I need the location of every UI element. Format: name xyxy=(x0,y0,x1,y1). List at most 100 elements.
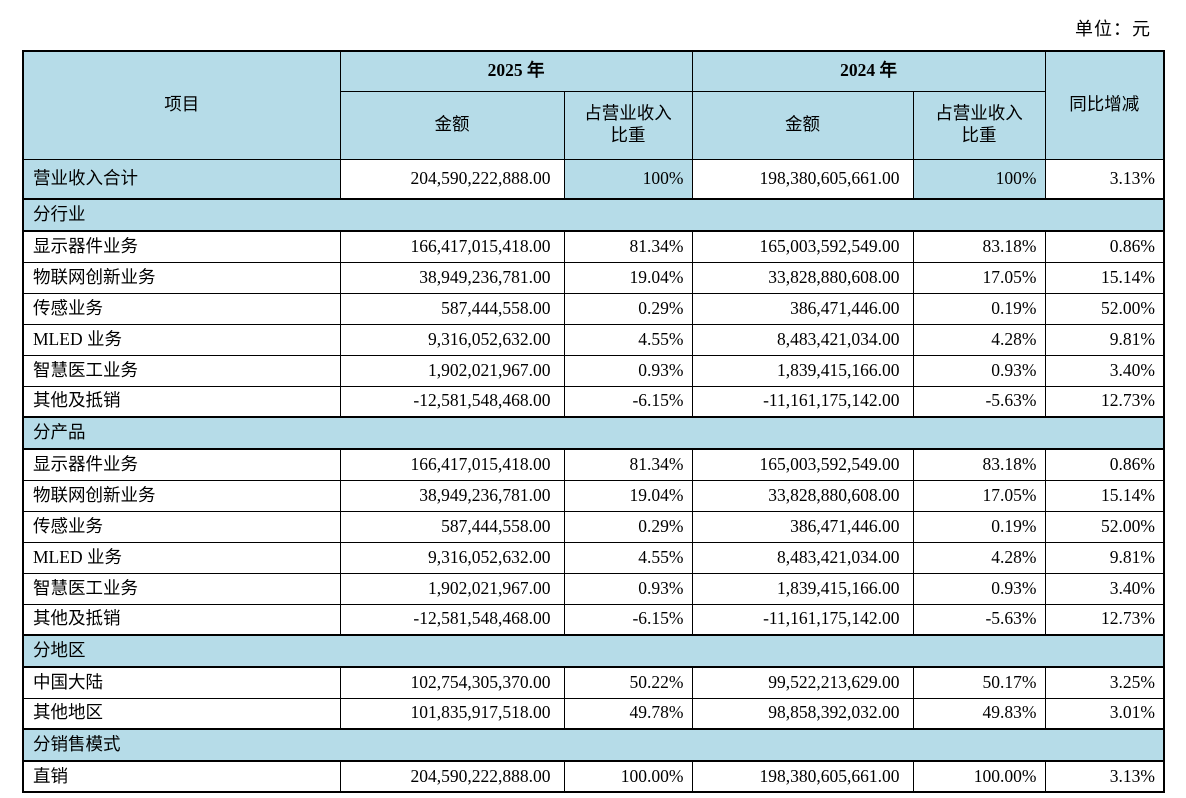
section-row-product: 分产品 xyxy=(22,416,1165,450)
share-2024-cell: 83.18% xyxy=(912,230,1046,263)
amount-2025-cell: 38,949,236,781.00 xyxy=(339,479,565,512)
amount-2025-cell: 38,949,236,781.00 xyxy=(339,261,565,294)
amount-2024-cell: 165,003,592,549.00 xyxy=(691,448,914,481)
share-2024-cell: 0.93% xyxy=(912,354,1046,387)
amount-2024-cell: 99,522,213,629.00 xyxy=(691,666,914,699)
item-cell: 物联网创新业务 xyxy=(22,261,341,294)
yoy-cell: 3.13% xyxy=(1044,158,1165,200)
header-row-years: 项目 2025 年 2024 年 同比增减 xyxy=(22,50,1165,160)
share-2025-cell: 81.34% xyxy=(563,448,693,481)
item-cell: 智慧医工业务 xyxy=(22,354,341,387)
amount-2025-cell: 166,417,015,418.00 xyxy=(339,448,565,481)
amount-2025-cell: 1,902,021,967.00 xyxy=(339,572,565,605)
item-cell: MLED 业务 xyxy=(22,541,341,574)
yoy-cell: 15.14% xyxy=(1044,261,1165,294)
section-label: 分产品 xyxy=(22,416,1165,450)
amount-2025-cell: 101,835,917,518.00 xyxy=(339,697,565,730)
yoy-cell: 3.01% xyxy=(1044,697,1165,730)
yoy-cell: 3.40% xyxy=(1044,354,1165,387)
table-row: 物联网创新业务 38,949,236,781.00 19.04% 33,828,… xyxy=(22,479,1165,512)
yoy-cell: 12.73% xyxy=(1044,603,1165,636)
amount-2025-cell: 587,444,558.00 xyxy=(339,510,565,543)
share-2025-cell: -6.15% xyxy=(563,603,693,636)
share-2025-cell: 49.78% xyxy=(563,697,693,730)
header-row-metrics: 金额 占营业收入 比重 金额 占营业收入 比重 xyxy=(23,90,1164,160)
item-cell: 其他及抵销 xyxy=(22,385,341,418)
amount-2025-cell: 1,902,021,967.00 xyxy=(339,354,565,387)
amount-2024-cell: -11,161,175,142.00 xyxy=(691,385,914,418)
section-row-sales-model: 分销售模式 xyxy=(22,728,1165,762)
item-cell: 显示器件业务 xyxy=(22,230,341,263)
header-share-2025: 占营业收入 比重 xyxy=(563,90,693,160)
share-2024-cell: 0.93% xyxy=(912,572,1046,605)
share-2024-cell: 0.19% xyxy=(912,510,1046,543)
table-row: 智慧医工业务 1,902,021,967.00 0.93% 1,839,415,… xyxy=(22,354,1165,387)
amount-2024-cell: 1,839,415,166.00 xyxy=(691,354,914,387)
header-year-2025: 2025 年 xyxy=(339,50,693,92)
section-label: 分行业 xyxy=(22,198,1165,232)
unit-label: 单位：元 xyxy=(1075,19,1151,39)
share-2024-cell: 50.17% xyxy=(912,666,1046,699)
item-cell: 传感业务 xyxy=(22,292,341,325)
share-2025-cell: 0.29% xyxy=(563,510,693,543)
amount-2025-cell: 102,754,305,370.00 xyxy=(339,666,565,699)
header-amount-2024: 金额 xyxy=(691,90,914,160)
yoy-cell: 3.40% xyxy=(1044,572,1165,605)
share-2025-cell: 100.00% xyxy=(563,760,693,793)
yoy-cell: 3.25% xyxy=(1044,666,1165,699)
amount-2025-cell: -12,581,548,468.00 xyxy=(339,385,565,418)
table-row: MLED 业务 9,316,052,632.00 4.55% 8,483,421… xyxy=(22,323,1165,356)
amount-2024-cell: 8,483,421,034.00 xyxy=(691,323,914,356)
yoy-cell: 15.14% xyxy=(1044,479,1165,512)
share-2024-cell: 100.00% xyxy=(912,760,1046,793)
amount-2024-cell: 386,471,446.00 xyxy=(691,510,914,543)
share-2025-cell: 0.93% xyxy=(563,572,693,605)
amount-2025-cell: 204,590,222,888.00 xyxy=(339,158,565,200)
share-2025-cell: 50.22% xyxy=(563,666,693,699)
share-2025-cell: 4.55% xyxy=(563,323,693,356)
item-cell: 其他地区 xyxy=(22,697,341,730)
share-2024-cell: 17.05% xyxy=(912,479,1046,512)
share-2024-cell: 100% xyxy=(912,158,1046,200)
table-row: 其他地区 101,835,917,518.00 49.78% 98,858,39… xyxy=(22,697,1165,730)
share-2024-cell: 0.19% xyxy=(912,292,1046,325)
table-row: 显示器件业务 166,417,015,418.00 81.34% 165,003… xyxy=(22,230,1165,263)
table-row: MLED 业务 9,316,052,632.00 4.55% 8,483,421… xyxy=(22,541,1165,574)
item-cell: 中国大陆 xyxy=(22,666,341,699)
item-cell: 营业收入合计 xyxy=(22,158,341,200)
section-label: 分地区 xyxy=(22,634,1165,668)
table-row: 智慧医工业务 1,902,021,967.00 0.93% 1,839,415,… xyxy=(22,572,1165,605)
share-2025-cell: 4.55% xyxy=(563,541,693,574)
item-cell: 显示器件业务 xyxy=(22,448,341,481)
amount-2025-cell: 587,444,558.00 xyxy=(339,292,565,325)
share-2024-cell: -5.63% xyxy=(912,603,1046,636)
item-cell: 其他及抵销 xyxy=(22,603,341,636)
table-row: 显示器件业务 166,417,015,418.00 81.34% 165,003… xyxy=(22,448,1165,481)
amount-2024-cell: 8,483,421,034.00 xyxy=(691,541,914,574)
item-cell: 传感业务 xyxy=(22,510,341,543)
amount-2024-cell: 98,858,392,032.00 xyxy=(691,697,914,730)
table-row: 传感业务 587,444,558.00 0.29% 386,471,446.00… xyxy=(22,292,1165,325)
amount-2024-cell: 165,003,592,549.00 xyxy=(691,230,914,263)
amount-2024-cell: -11,161,175,142.00 xyxy=(691,603,914,636)
amount-2024-cell: 1,839,415,166.00 xyxy=(691,572,914,605)
yoy-cell: 52.00% xyxy=(1044,292,1165,325)
share-2025-cell: -6.15% xyxy=(563,385,693,418)
share-2025-cell: 0.29% xyxy=(563,292,693,325)
share-2025-cell: 0.93% xyxy=(563,354,693,387)
yoy-cell: 9.81% xyxy=(1044,541,1165,574)
revenue-breakdown-table: 项目 2025 年 2024 年 同比增减 金额 占营业收入 比重 金额 占营业… xyxy=(22,50,1165,793)
yoy-cell: 0.86% xyxy=(1044,230,1165,263)
share-2025-cell: 81.34% xyxy=(563,230,693,263)
header-item: 项目 xyxy=(22,50,341,160)
amount-2025-cell: 9,316,052,632.00 xyxy=(339,541,565,574)
share-2025-cell: 100% xyxy=(563,158,693,200)
table-row-total: 营业收入合计 204,590,222,888.00 100% 198,380,6… xyxy=(22,158,1165,200)
amount-2024-cell: 33,828,880,608.00 xyxy=(691,261,914,294)
table-row: 中国大陆 102,754,305,370.00 50.22% 99,522,21… xyxy=(22,666,1165,699)
item-cell: 智慧医工业务 xyxy=(22,572,341,605)
table-row: 物联网创新业务 38,949,236,781.00 19.04% 33,828,… xyxy=(22,261,1165,294)
amount-2025-cell: 166,417,015,418.00 xyxy=(339,230,565,263)
amount-2025-cell: 9,316,052,632.00 xyxy=(339,323,565,356)
